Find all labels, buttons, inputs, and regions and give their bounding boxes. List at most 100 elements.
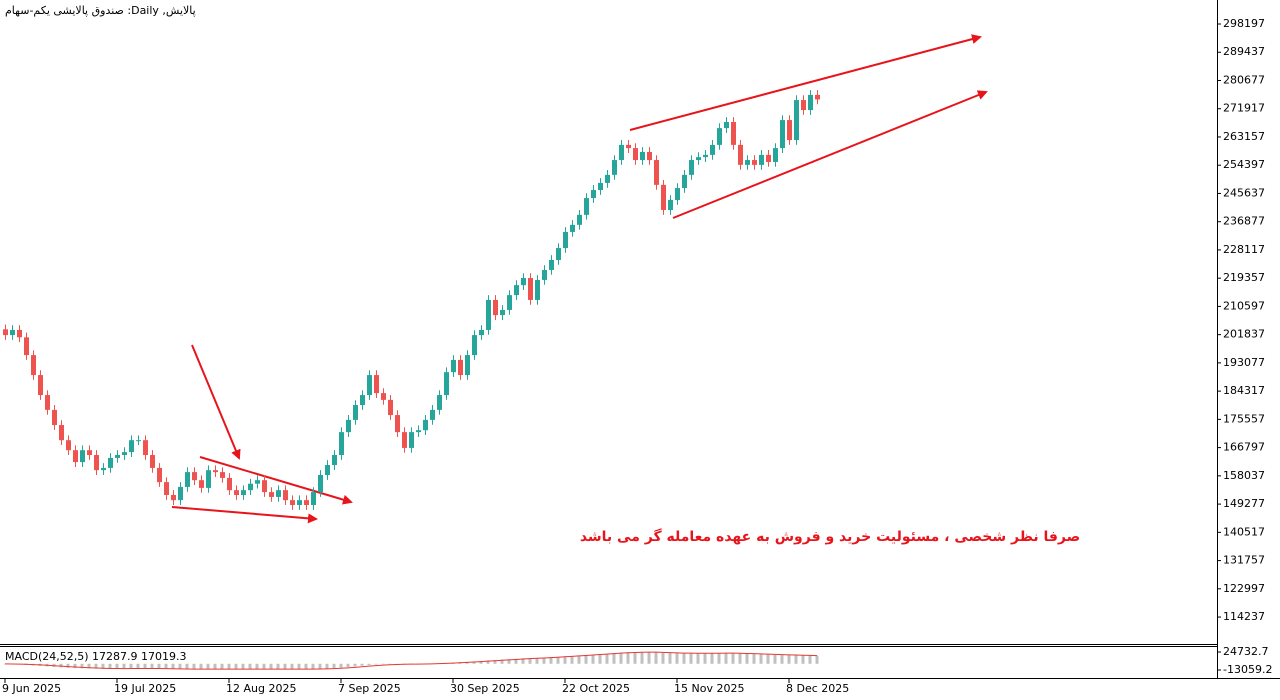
candle-body <box>794 100 799 141</box>
macd-bar <box>682 653 686 664</box>
macd-bar <box>703 653 707 664</box>
candle-body <box>514 285 519 296</box>
x-tick-label: 19 Jul 2025 <box>114 682 176 695</box>
macd-bar <box>619 652 623 664</box>
macd-bar <box>689 653 693 664</box>
macd-bar <box>542 657 546 664</box>
candle-body <box>696 157 701 161</box>
candle-body <box>381 393 386 400</box>
y-tick-label: 158037 <box>1223 469 1265 482</box>
macd-bar <box>556 656 560 664</box>
trend-arrow <box>629 34 982 131</box>
candle-body <box>451 359 456 373</box>
candle-body <box>766 154 771 162</box>
candle-body <box>143 440 148 456</box>
candle-body <box>199 480 204 488</box>
candle-body <box>619 144 624 161</box>
macd-bar <box>815 655 819 664</box>
candle-body <box>738 144 743 165</box>
x-tick-label: 9 Jun 2025 <box>2 682 61 695</box>
macd-bar <box>591 654 595 664</box>
candle-body <box>675 188 680 201</box>
macd-bar <box>731 653 735 664</box>
y-tick-label: 219357 <box>1223 271 1265 284</box>
macd-bar <box>710 653 714 664</box>
candle-body <box>297 500 302 505</box>
macd-bar <box>346 663 350 668</box>
x-tick-label: 30 Sep 2025 <box>450 682 520 695</box>
macd-bar <box>353 663 357 667</box>
macd-bar <box>633 652 637 664</box>
macd-bar <box>290 663 294 670</box>
candle-body <box>584 198 589 215</box>
candle-body <box>346 419 351 433</box>
candle-body <box>227 477 232 491</box>
candle-body <box>248 483 253 491</box>
candle-body <box>521 278 526 286</box>
macd-bar <box>759 654 763 664</box>
candle-body <box>808 94 813 111</box>
candle-body <box>472 335 477 356</box>
candle-body <box>703 154 708 158</box>
candle-body <box>24 337 29 356</box>
candle-body <box>283 490 288 501</box>
macd-bar <box>780 654 784 664</box>
candle-body <box>780 120 785 149</box>
macd-bar <box>255 663 259 670</box>
macd-bar <box>647 651 651 664</box>
macd-bar <box>80 663 84 669</box>
candle-body <box>528 278 533 300</box>
candle-body <box>262 480 267 493</box>
candle-body <box>276 490 281 497</box>
macd-bar <box>661 652 665 664</box>
macd-bar <box>584 654 588 664</box>
candle-body <box>668 200 673 211</box>
candle-body <box>171 494 176 501</box>
macd-bar <box>773 654 777 664</box>
candle-body <box>255 480 260 484</box>
y-tick-label: 245637 <box>1223 186 1265 199</box>
candle-body <box>52 409 57 426</box>
candle-body <box>3 329 8 336</box>
candle-body <box>493 299 498 316</box>
candle-body <box>10 329 15 336</box>
macd-bar <box>640 652 644 664</box>
candle-body <box>605 174 610 183</box>
y-tick-label: 131757 <box>1223 554 1265 567</box>
macd-bar <box>794 655 798 664</box>
candle-body <box>206 470 211 488</box>
candle-body <box>661 184 666 211</box>
x-tick-label: 22 Oct 2025 <box>562 682 630 695</box>
macd-bar <box>122 663 126 669</box>
y-tick-label: 228117 <box>1223 243 1265 256</box>
candle-body <box>269 492 274 497</box>
candle-body <box>360 395 365 406</box>
candle-body <box>423 419 428 431</box>
annotation: صرفا نظر شخصی ، مسئولیت خرید و فروش به ع… <box>580 528 1080 545</box>
candle-body <box>486 299 491 330</box>
candle-body <box>710 144 715 155</box>
y-tick-label: 114237 <box>1223 610 1265 623</box>
candle-body <box>640 151 645 161</box>
macd-bar <box>234 663 238 670</box>
candle-body <box>633 148 638 161</box>
candle-body <box>290 500 295 505</box>
macd-bar <box>521 658 525 664</box>
candle-body <box>549 259 554 270</box>
macd-bar <box>262 663 266 670</box>
candle-body <box>164 482 169 495</box>
candle-body <box>185 472 190 487</box>
candle-body <box>17 329 22 338</box>
candle-body <box>654 160 659 185</box>
macd-bar <box>304 663 308 670</box>
candle-body <box>129 440 134 453</box>
y-tick-label: 263157 <box>1223 130 1265 143</box>
candle-body <box>395 415 400 433</box>
macd-bar <box>136 663 140 669</box>
macd-bar <box>73 663 77 669</box>
macd-bar <box>724 652 728 664</box>
candle-body <box>325 465 330 476</box>
indicator-label: MACD(24,52,5) 17287.9 17019.3 <box>5 650 187 663</box>
